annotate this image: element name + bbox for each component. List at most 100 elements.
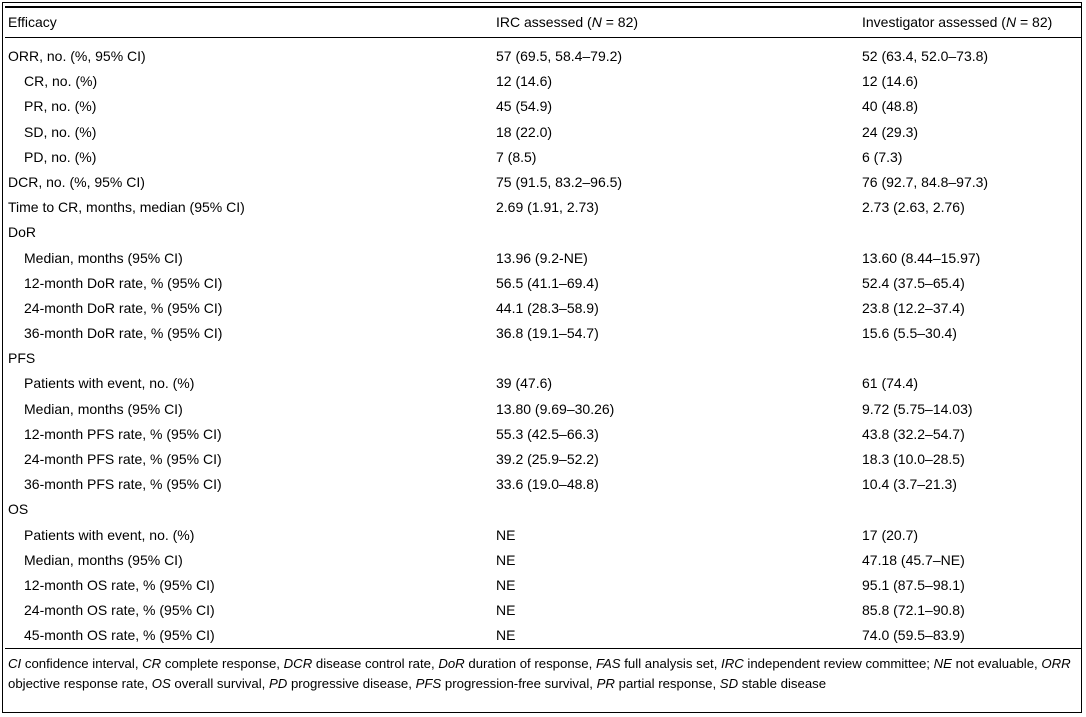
investigator-value: 12 (14.6) [862,73,919,90]
table-row: 24-month PFS rate, % (95% CI) 39.2 (25.9–… [0,447,1086,472]
irc-value: NE [496,602,516,619]
investigator-value: 10.4 (3.7–21.3) [862,476,957,493]
footnote-abbreviation: OS [151,676,171,691]
investigator-value: 18.3 (10.0–28.5) [862,451,965,467]
investigator-value: 52.4 (37.5–65.4) [862,274,965,291]
top-rule [5,6,1081,8]
investigator-value: 6 (7.3) [862,148,903,165]
investigator-value: 47.18 (45.7–NE) [862,551,965,568]
header-irc-n: N [591,14,602,30]
header-irc: IRC assessed (N = 82) [496,7,638,37]
header-irc-label: IRC assessed ( [496,14,592,30]
irc-value: 13.80 (9.69–30.26) [496,400,615,417]
irc-value: NE [496,627,516,644]
row-label: DoR [8,224,37,241]
footnote-abbreviation: PR [596,676,615,691]
footnote-definition: confidence interval, [21,656,143,671]
row-label: CR, no. (%) [24,73,98,90]
footnote-abbreviation: NE [933,656,952,671]
investigator-value: 13.60 (8.44–15.97) [862,249,981,266]
table-row: PFS [0,346,1086,371]
irc-value: 57 (69.5, 58.4–79.2) [496,48,623,64]
investigator-value: 85.8 (72.1–90.8) [862,602,965,619]
table-row: 45-month OS rate, % (95% CI) NE 74.0 (59.5… [0,623,1086,648]
row-label: 24-month PFS rate, % (95% CI) [24,451,222,467]
row-label: SD, no. (%) [24,123,97,140]
table-row: Patients with event, no. (%) NE 17 (20.7) [0,523,1086,548]
row-label: Patients with event, no. (%) [24,375,195,392]
irc-value: 33.6 (19.0–48.8) [496,476,599,493]
table-row: CR, no. (%) 12 (14.6) 12 (14.6) [0,69,1086,94]
footnote-definition: partial response, [614,676,720,691]
irc-value: 12 (14.6) [496,73,553,90]
footnote-definition: progressive disease, [287,676,416,691]
table-row: 36-month PFS rate, % (95% CI) 33.6 (19.0–… [0,472,1086,497]
footnote-definition: stable disease [738,676,827,691]
table-row: DoR [0,220,1086,245]
row-label: 24-month OS rate, % (95% CI) [24,602,215,619]
row-label: Patients with event, no. (%) [24,526,195,543]
irc-value: 75 (91.5, 83.2–96.5) [496,173,623,190]
row-label: 45-month OS rate, % (95% CI) [24,627,215,644]
header-investigator-n: N [1005,14,1017,30]
investigator-value: 9.72 (5.75–14.03) [862,400,973,417]
table-row: Median, months (95% CI) NE 47.18 (45.7–NE) [0,548,1086,573]
header-efficacy: Efficacy [8,7,57,37]
table-row: 24-month OS rate, % (95% CI) NE 85.8 (72.1… [0,598,1086,623]
footnote-definition: not evaluable, [951,656,1042,671]
investigator-value: 95.1 (87.5–98.1) [862,576,965,593]
investigator-value: 2.73 (2.63, 2.76) [862,199,965,216]
irc-value: 36.8 (19.1–54.7) [496,325,599,342]
investigator-value: 43.8 (32.2–54.7) [862,425,965,442]
table-row: 24-month DoR rate, % (95% CI) 44.1 (28.3–… [0,296,1086,321]
footnote-abbreviation: SD [719,676,739,691]
footnote-abbreviation: IRC [721,656,744,671]
table-row: Time to CR, months, median (95% CI) 2.69 … [0,195,1086,220]
footnote-abbreviation: PFS [415,676,442,691]
row-label: 24-month DoR rate, % (95% CI) [24,299,223,316]
irc-value: 7 (8.5) [496,148,537,165]
investigator-value: 61 (74.4) [862,375,919,392]
table-row: OS [0,497,1086,522]
footnote-abbreviation: PD [268,676,288,691]
investigator-value: 52 (63.4, 52.0–73.8) [862,48,989,64]
row-label: PFS [8,350,36,367]
irc-value: NE [496,576,516,593]
footnote-abbreviation: ORR [1041,656,1071,671]
row-label: 36-month PFS rate, % (95% CI) [24,476,222,493]
row-label: Median, months (95% CI) [24,551,183,568]
row-label: Median, months (95% CI) [24,249,183,266]
footnote-abbreviation: CI [8,656,22,671]
table-row: PR, no. (%) 45 (54.9) 40 (48.8) [0,94,1086,119]
header-investigator: Investigator assessed (N = 82) [862,7,1052,37]
row-label: ORR, no. (%, 95% CI) [8,48,146,64]
row-label: 12-month DoR rate, % (95% CI) [24,274,223,291]
footnote-abbreviation: FAS [595,656,621,671]
table-row: 36-month DoR rate, % (95% CI) 36.8 (19.1–… [0,321,1086,346]
row-label: DCR, no. (%, 95% CI) [8,173,145,190]
irc-value: NE [496,526,516,543]
irc-value: NE [496,551,516,568]
table-body: ORR, no. (%, 95% CI) 57 (69.5, 58.4–79.2)… [0,44,1086,649]
header-efficacy-label: Efficacy [8,14,57,30]
table-row: 12-month OS rate, % (95% CI) NE 95.1 (87.5… [0,573,1086,598]
irc-value: 18 (22.0) [496,123,553,140]
header-investigator-count: = 82) [1016,14,1053,30]
header-rule [5,37,1081,38]
table-row: Median, months (95% CI) 13.80 (9.69–30.26… [0,397,1086,422]
footnote-definition: disease control rate, [312,656,439,671]
irc-value: 13.96 (9.2-NE) [496,249,588,266]
footnote: CI confidence interval, CR complete resp… [8,654,1080,694]
investigator-value: 76 (92.7, 84.8–97.3) [862,173,989,190]
investigator-value: 74.0 (59.5–83.9) [862,627,965,644]
bottom-rule [5,648,1081,649]
row-label: PR, no. (%) [24,98,97,115]
table-row: ORR, no. (%, 95% CI) 57 (69.5, 58.4–79.2)… [0,44,1086,69]
footnote-definition: overall survival, [170,676,269,691]
irc-value: 2.69 (1.91, 2.73) [496,199,599,216]
row-label: 12-month OS rate, % (95% CI) [24,576,215,593]
irc-value: 56.5 (41.1–69.4) [496,274,599,291]
footnote-definition: duration of response, [464,656,596,671]
irc-value: 39.2 (25.9–52.2) [496,451,599,467]
footnote-definition: independent review committee; [743,656,934,671]
